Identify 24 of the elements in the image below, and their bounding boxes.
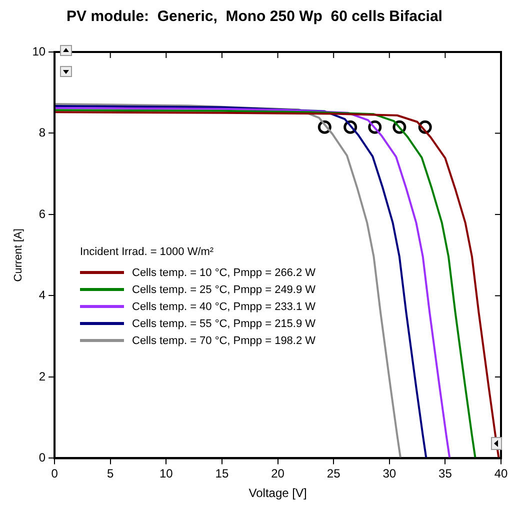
y-tick-label: 4 [38, 288, 46, 302]
y-tick-label: 6 [38, 206, 46, 221]
chart-title: PV module: Generic, Mono 250 Wp 60 cells Bifacial [66, 8, 442, 26]
x-tick-label: 40 [494, 466, 508, 481]
y-tick-label: 2 [38, 369, 46, 384]
legend-label: Cells temp. = 55 °C, Pmpp = 215.9 W [132, 318, 316, 330]
y-tick-label: 8 [38, 126, 46, 140]
x-tick-label: 10 [159, 466, 174, 481]
x-tick-label: 15 [215, 466, 229, 481]
x-tick-label: 20 [271, 466, 285, 481]
y-tick-label: 10 [32, 44, 46, 58]
legend-label: Cells temp. = 25 °C, Pmpp = 249.9 W [132, 284, 316, 296]
legend-label: Cells temp. = 40 °C, Pmpp = 233.1 W [132, 300, 316, 312]
legend-label: Cells temp. = 70 °C, Pmpp = 198.2 W [132, 334, 316, 346]
y-axis-title: Current [A] [12, 228, 25, 282]
x-tick-label: 0 [51, 466, 58, 481]
x-axis-title: Voltage [V] [248, 486, 307, 500]
legend-label: Cells temp. = 10 °C, Pmpp = 266.2 W [132, 266, 316, 278]
legend-title: Incident Irrad. = 1000 W/m² [80, 246, 215, 258]
y-tick-label: 0 [38, 450, 46, 465]
x-tick-label: 35 [438, 466, 452, 481]
x-tick-label: 5 [107, 466, 114, 481]
x-tick-label: 25 [326, 466, 341, 481]
x-tick-label: 30 [382, 466, 396, 481]
